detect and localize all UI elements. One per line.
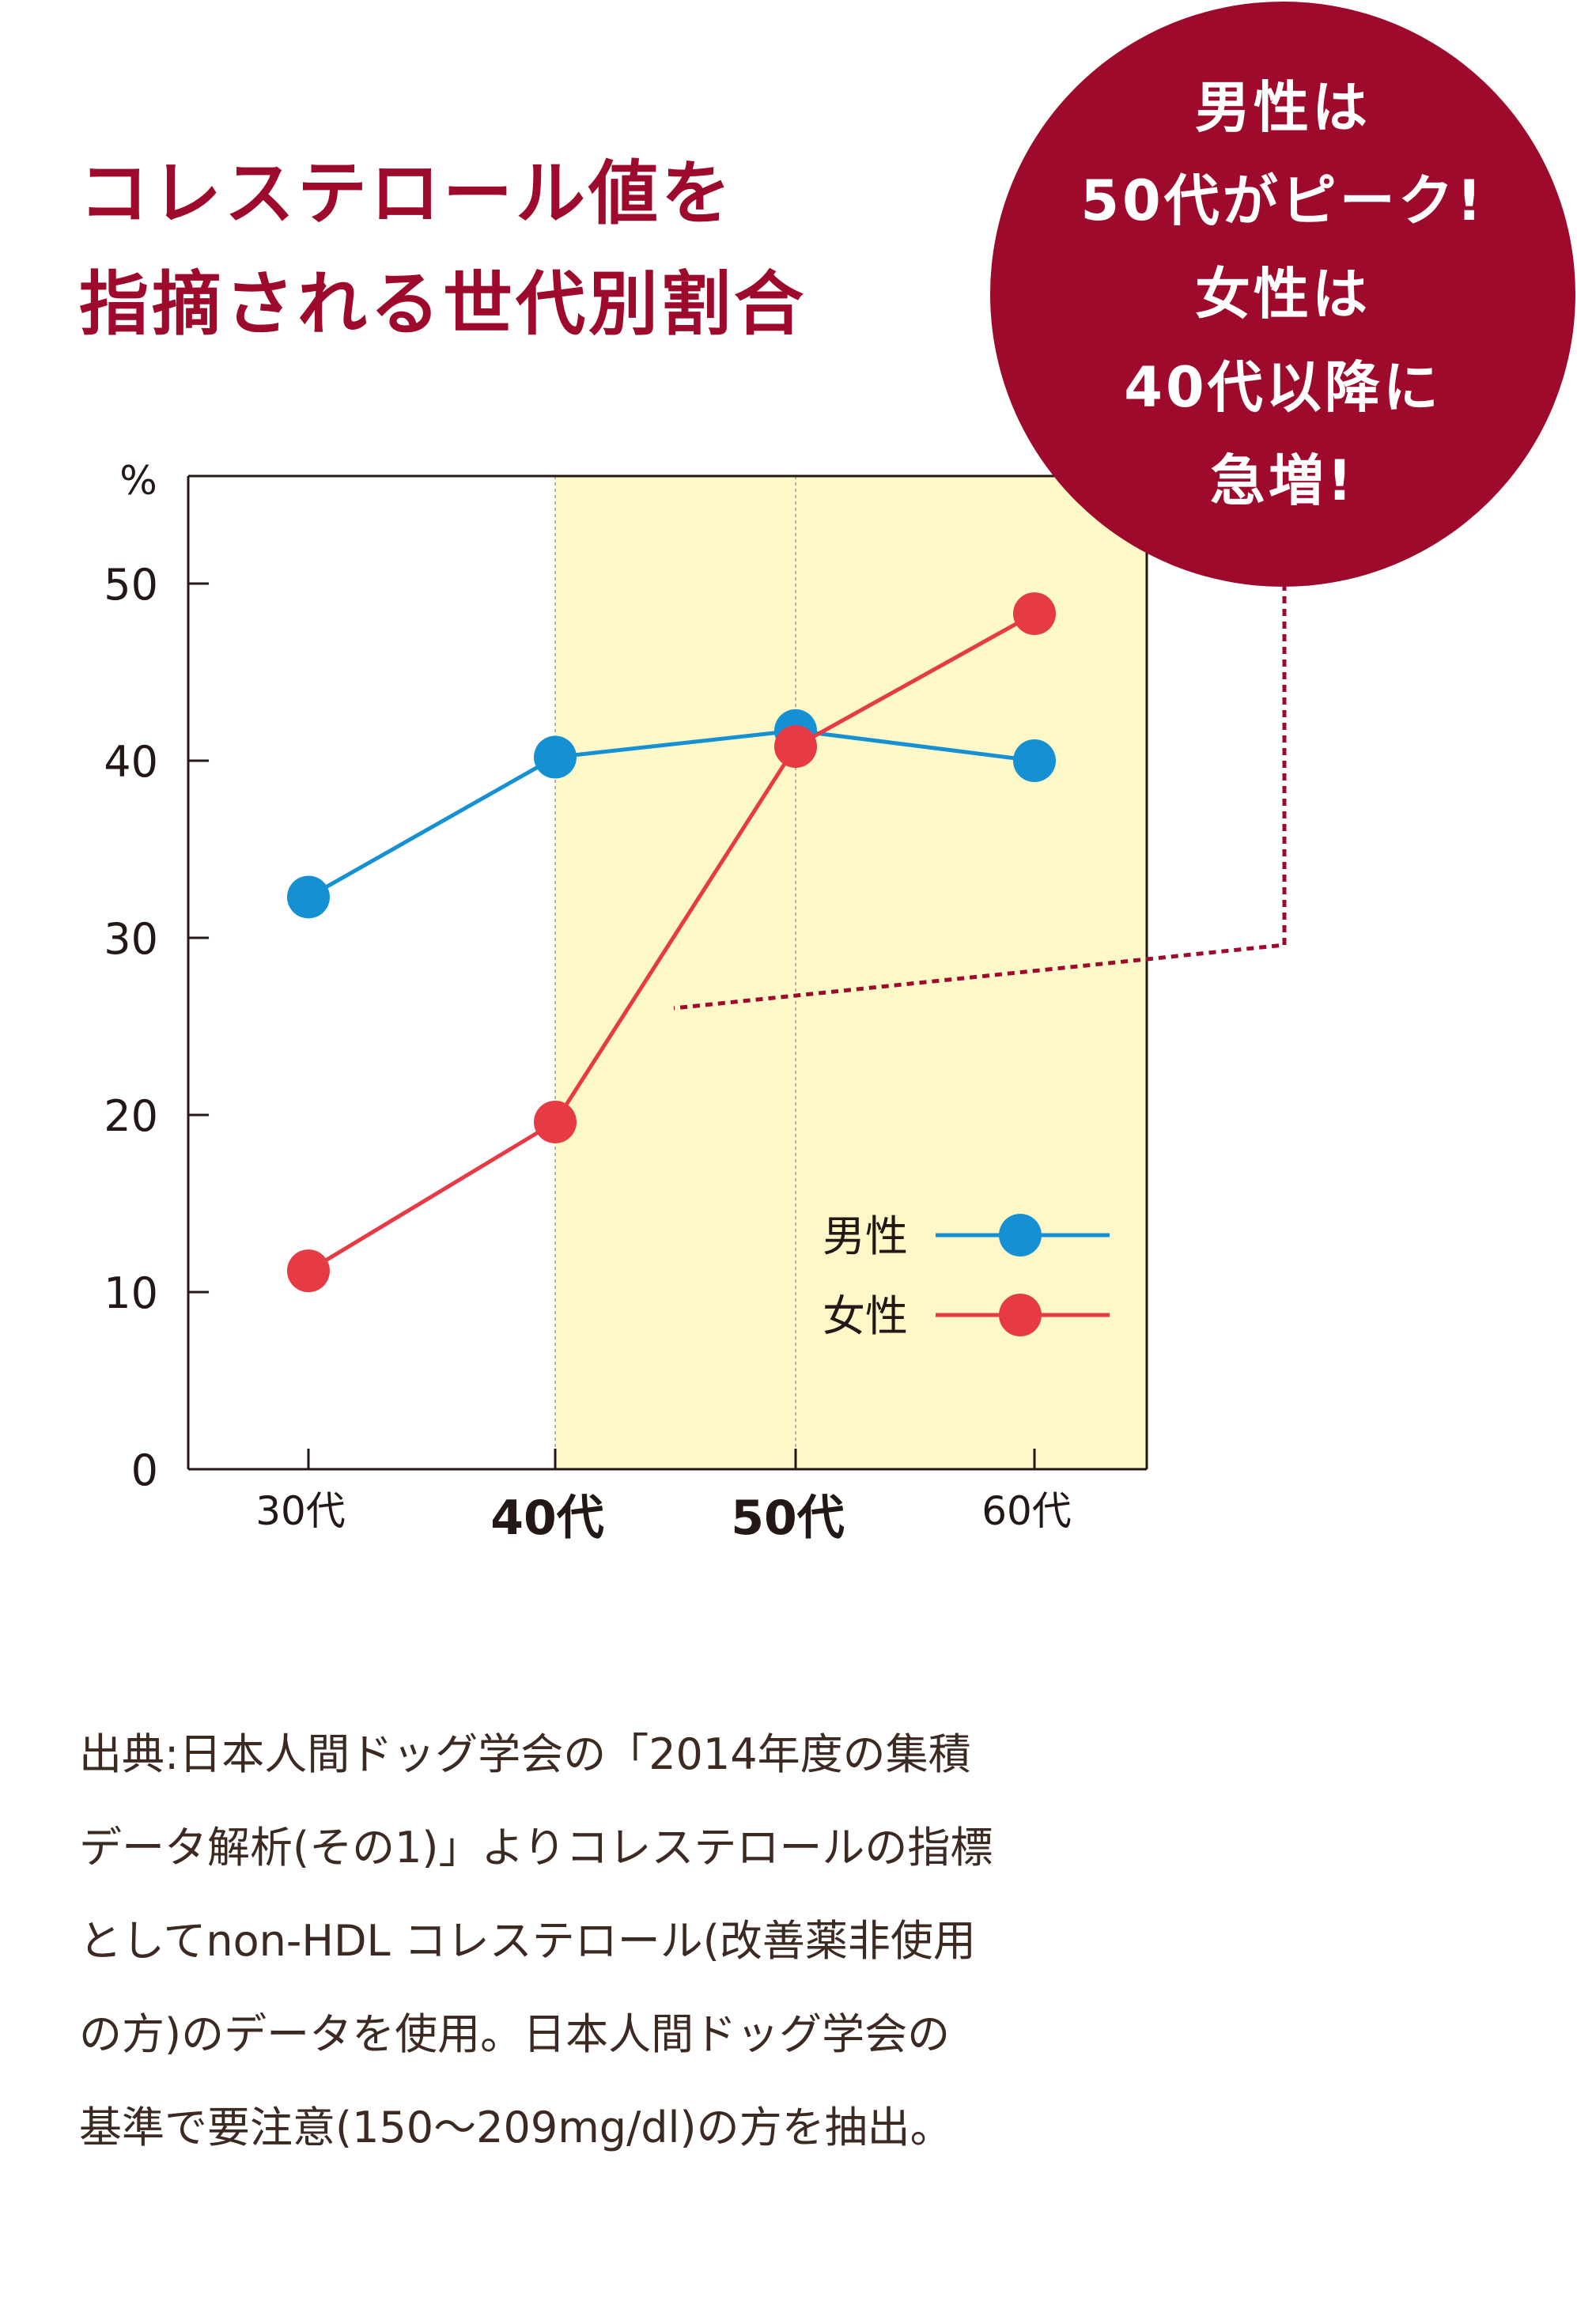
note-line: 出典:日本人間ドッグ学会の「2014年度の集積	[79, 1729, 971, 1779]
note-line: の方)のデータを使用。日本人間ドッグ学会の	[79, 2009, 951, 2059]
x-tick-label: 50代	[731, 1491, 845, 1546]
note-line: としてnon-HDL コレステロール(改善薬非使用	[79, 1916, 976, 1966]
y-tick-label: 0	[131, 1445, 158, 1495]
highlight-band	[555, 476, 1147, 1469]
y-tick-label: 20	[104, 1091, 158, 1141]
note-line: 基準で要注意(150〜209mg/dl)の方を抽出。	[79, 2103, 953, 2152]
title-line-1: コレステロール値を	[79, 152, 735, 234]
callout-line: 男性は	[1195, 75, 1371, 140]
series-line	[307, 611, 1036, 1273]
data-point	[287, 875, 330, 919]
source-note: 出典:日本人間ドッグ学会の「2014年度の集積 データ解析(その1)」よりコレス…	[79, 1708, 1218, 2175]
y-tick-label: 50	[104, 560, 158, 610]
data-point	[287, 1249, 330, 1293]
y-tick-label: 30	[104, 914, 158, 964]
x-tick-label: 30代	[255, 1488, 346, 1534]
x-tick-label: 40代	[490, 1491, 604, 1546]
legend-label: 男性	[823, 1211, 908, 1261]
title-line-2: 指摘される世代別割合	[79, 263, 807, 345]
data-point	[534, 735, 577, 779]
callout-line: 40代以降に	[1124, 355, 1442, 420]
data-point	[1013, 592, 1056, 636]
callout-line: 女性は	[1195, 262, 1371, 327]
series-line	[307, 728, 1035, 899]
x-tick-label: 60代	[981, 1488, 1072, 1534]
callout-line: 急増!	[1210, 448, 1356, 513]
note-line: データ解析(その1)」よりコレステロールの指標	[79, 1823, 993, 1872]
callout-bubble: 男性は 50代がピーク! 女性は 40代以降に 急増!	[990, 2, 1575, 587]
data-point	[774, 725, 817, 769]
y-unit-label: %	[119, 458, 157, 504]
callout-line: 50代がピーク!	[1080, 168, 1485, 233]
data-point	[1013, 739, 1056, 782]
y-tick-label: 40	[104, 737, 158, 787]
legend-label: 女性	[823, 1291, 908, 1341]
data-point	[534, 1100, 577, 1143]
legend-marker	[999, 1214, 1042, 1256]
y-tick-label: 10	[104, 1268, 158, 1318]
legend-marker	[999, 1294, 1042, 1336]
callout-connector-line	[673, 584, 1287, 1011]
